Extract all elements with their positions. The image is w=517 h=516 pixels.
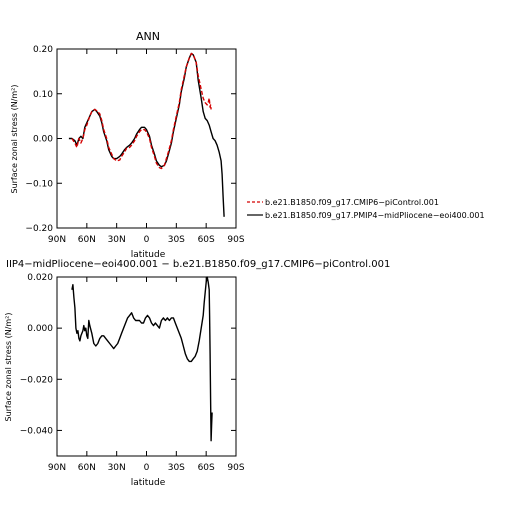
top-panel-x-axis-label: latitude (131, 250, 166, 260)
top-panel-y-axis-label: Surface zonal stress (N/m²) (10, 85, 19, 194)
bottom-panel-x-ticks: 90N 60N 30N 0 30S 60S 90S (48, 277, 245, 473)
y-tick-label: −0.20 (25, 224, 53, 234)
series-line-1 (71, 276, 213, 442)
x-tick-label: 90S (227, 463, 244, 473)
x-tick-label: 60N (78, 235, 96, 245)
y-tick-label: 0.00 (33, 135, 53, 145)
y-tick-label: 0.020 (27, 273, 53, 283)
bottom-panel-x-axis-label: latitude (131, 478, 166, 488)
bottom-panel-series (71, 276, 213, 442)
top-panel-y-ticks: −0.20 −0.10 0.00 0.10 0.20 (25, 45, 236, 234)
y-tick-label: 0.000 (27, 324, 53, 334)
x-tick-label: 0 (144, 463, 150, 473)
x-tick-label: 30S (168, 235, 185, 245)
top-panel-title: ANN (136, 30, 160, 43)
series-line-1 (68, 52, 225, 217)
legend-label-control: b.e21.B1850.f09_g17.CMIP6−piControl.001 (265, 198, 439, 207)
x-tick-label: 90S (227, 235, 244, 245)
x-tick-label: 60S (198, 463, 215, 473)
legend-label-pliocene: b.e21.B1850.f09_g17.PMIP4−midPliocene−eo… (265, 211, 485, 220)
x-tick-label: 90N (48, 463, 66, 473)
x-tick-label: 60S (198, 235, 215, 245)
x-tick-label: 30N (108, 235, 126, 245)
x-tick-label: 90N (48, 235, 66, 245)
y-tick-label: −0.10 (25, 179, 53, 189)
y-tick-label: 0.10 (33, 90, 53, 100)
y-tick-label: 0.20 (33, 45, 53, 55)
y-tick-label: −0.040 (20, 426, 54, 436)
bottom-panel-y-ticks: −0.040 −0.020 0.000 0.020 (20, 273, 236, 436)
x-tick-label: 60N (78, 463, 96, 473)
x-tick-label: 0 (144, 235, 150, 245)
x-tick-label: 30S (168, 463, 185, 473)
x-tick-label: 30N (108, 463, 126, 473)
top-panel-series (68, 52, 225, 217)
y-tick-label: −0.020 (20, 375, 54, 385)
top-panel-x-ticks: 90N 60N 30N 0 30S 60S 90S (48, 49, 245, 245)
series-line-2 (71, 52, 212, 170)
legend: b.e21.B1850.f09_g17.CMIP6−piControl.001 … (247, 198, 485, 220)
bottom-panel-title: IIP4−midPliocene−eoi400.001 − b.e21.B185… (6, 259, 390, 270)
top-panel: ANN −0.20 −0.10 0.00 0.10 0.20 90N 60N 30N 0 30S… (10, 30, 245, 260)
bottom-panel-y-axis-label: Surface zonal stress (N/m²) (4, 313, 13, 422)
bottom-panel: IIP4−midPliocene−eoi400.001 − b.e21.B185… (4, 259, 390, 488)
top-panel-plot-frame (56, 48, 237, 229)
